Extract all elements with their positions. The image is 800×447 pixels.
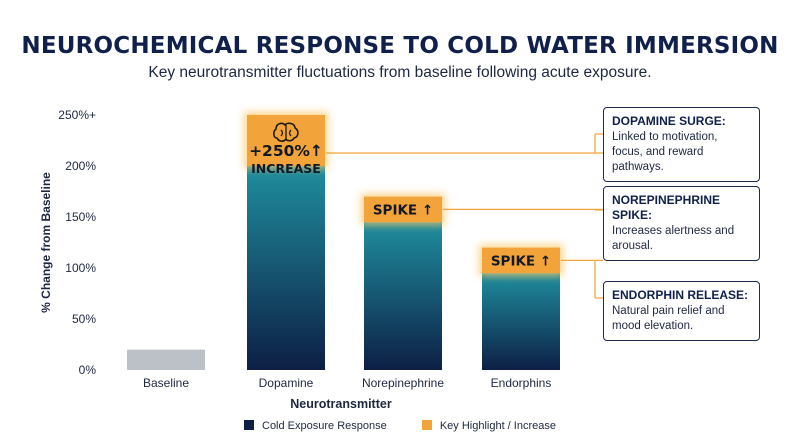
x-tick-label: Norepinephrine [362, 376, 444, 390]
callout-endorphins: ENDORPHIN RELEASE: Natural pain relief a… [603, 281, 760, 341]
y-tick-label: 100% [65, 261, 96, 275]
bar-endorphins [482, 273, 560, 370]
callout-title: ENDORPHIN RELEASE: [612, 288, 749, 302]
callout-norepinephrine: NOREPINEPHRINE SPIKE: Increases alertnes… [603, 186, 760, 261]
brain-folds [280, 125, 292, 139]
chart-title: NEUROCHEMICAL RESPONSE TO COLD WATER IMM… [21, 33, 779, 59]
y-axis-label: % Change from Baseline [39, 172, 53, 313]
legend-item-response: Cold Exposure Response [244, 420, 387, 432]
callout-title: NOREPINEPHRINE SPIKE: [612, 193, 721, 222]
callout-text: Linked to motivation, focus, and reward … [612, 131, 718, 173]
highlight-endorphins [482, 247, 560, 274]
y-tick-label: 150% [65, 210, 96, 224]
y-tick-label: 50% [72, 312, 96, 326]
bar-baseline [127, 349, 205, 370]
legend-swatch [421, 420, 432, 431]
callout-text: Natural pain relief and mood elevation. [612, 305, 725, 332]
x-tick-label: Dopamine [259, 376, 314, 390]
legend-item-highlight: Key Highlight / Increase [421, 420, 556, 433]
callout-title: DOPAMINE SURGE: [612, 114, 726, 128]
y-tick-label: 250%+ [58, 108, 96, 122]
callout-dopamine: DOPAMINE SURGE: Linked to motivation, fo… [603, 107, 760, 182]
x-tick-label: Baseline [143, 376, 189, 390]
bars-group: +250%↑INCREASE SPIKE ↑ SPIKE ↑ [127, 112, 563, 370]
brain-icon [273, 122, 299, 142]
legend-label: Key Highlight / Increase [439, 420, 556, 433]
y-tick-label: 0% [79, 363, 97, 377]
highlight-label: +250%↑ [249, 142, 323, 160]
x-axis-label: Neurotransmitter [290, 397, 392, 411]
legend-swatch [244, 420, 254, 431]
highlight-label: SPIKE ↑ [491, 253, 551, 269]
x-tick-label: Endorphins [491, 376, 552, 390]
callout-text: Increases alertness and arousal. [612, 225, 735, 252]
highlight-sublabel: INCREASE [251, 161, 321, 176]
x-axis: Baseline Dopamine Norepinephrine Endorphins… [143, 376, 551, 411]
bar-dopamine [247, 166, 325, 370]
leader-lines [326, 133, 603, 299]
legend-label: Cold Exposure Response [262, 420, 387, 433]
y-axis: 0% 50% 100% 150% 200% 250%+ % Change from Base… [39, 108, 96, 377]
chart-subtitle: Key neurotransmitter fluctuations from b… [148, 64, 652, 81]
legend: Cold Exposure Response Key Highlight / I… [0, 420, 800, 432]
highlight-norepinephrine [364, 196, 442, 223]
y-tick-label: 200% [65, 159, 96, 173]
bar-norepinephrine [364, 222, 442, 370]
highlight-label: SPIKE ↑ [373, 202, 433, 218]
